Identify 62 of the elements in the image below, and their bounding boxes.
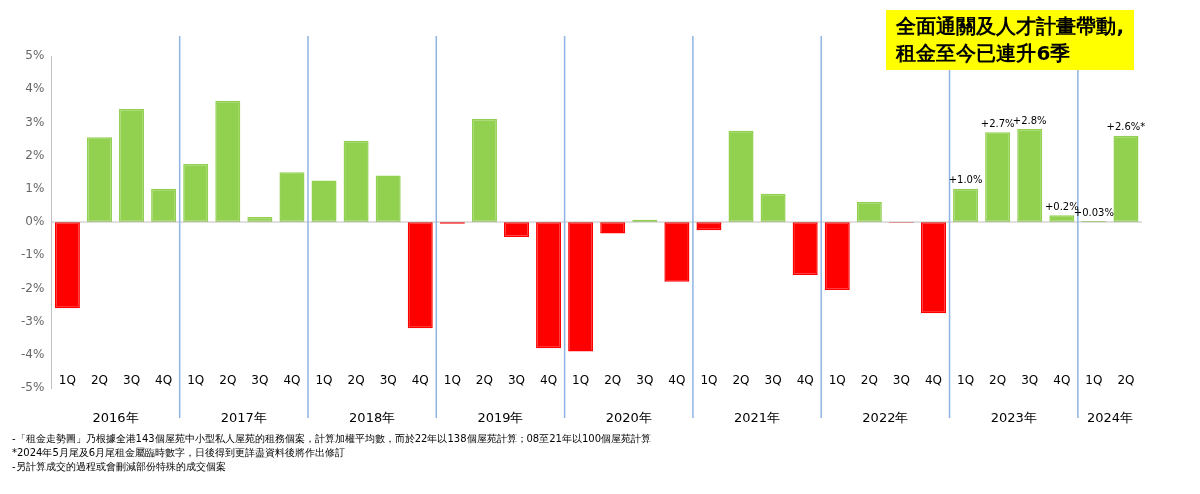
- chart-subtitle: 租金至今已連升6季: [896, 40, 1072, 67]
- x-tick-label: 4Q: [540, 373, 558, 388]
- text: -「租金走勢圖」乃根據全港143個屋苑中小型私人屋苑的租務個案，計算加權平均數，而於22年以138個屋苑計算；08至21年以100個屋苑計算: [12, 432, 653, 446]
- y-tick-label: 0%: [25, 214, 45, 229]
- x-tick-label: 3Q: [379, 373, 397, 388]
- x-tick-label: 1Q: [443, 373, 461, 388]
- x-tick-label: 4Q: [155, 373, 173, 388]
- text: 2023年: [990, 409, 1037, 425]
- x-tick-label: 2Q: [1117, 373, 1135, 388]
- y-tick-label: -5%: [20, 380, 45, 395]
- y-tick-label: -2%: [20, 280, 45, 295]
- x-tick-label: 1Q: [572, 373, 590, 388]
- text: -另計算成交的過程或會刪減部份特殊的成交個案: [12, 460, 227, 474]
- x-tick-label: 2Q: [475, 373, 493, 388]
- text: 2016年: [92, 409, 139, 425]
- x-tick-label: 3Q: [507, 373, 526, 388]
- x-tick-label: 1Q: [315, 373, 333, 388]
- x-tick-label: 3Q: [636, 373, 654, 388]
- x-tick-label: 4Q: [924, 373, 943, 388]
- x-tick-label: 3Q: [764, 373, 782, 388]
- x-tick-label: 2Q: [860, 373, 878, 388]
- x-tick-label: 1Q: [828, 373, 846, 388]
- x-tick-label: 4Q: [796, 373, 814, 388]
- y-tick-label: 5%: [25, 48, 45, 63]
- x-tick-label: 4Q: [668, 373, 686, 388]
- x-tick-label: 2Q: [989, 373, 1007, 388]
- x-tick-label: 3Q: [123, 373, 141, 388]
- text: 2019年: [477, 409, 524, 425]
- x-tick-label: 3Q: [1021, 373, 1039, 388]
- x-tick-label: 2Q: [90, 373, 109, 388]
- y-tick-label: -1%: [20, 247, 45, 262]
- y-tick-label: -3%: [20, 313, 45, 328]
- x-tick-label: 2Q: [219, 373, 237, 388]
- x-tick-label: 4Q: [283, 373, 301, 388]
- x-tick-label: 1Q: [187, 373, 205, 388]
- x-tick-label: 1Q: [1085, 373, 1103, 388]
- y-tick-label: -4%: [20, 346, 45, 361]
- x-tick-label: 2Q: [732, 373, 750, 388]
- text: 2021年: [734, 409, 781, 425]
- x-tick-label: 4Q: [411, 373, 429, 388]
- text: 2022年: [862, 409, 909, 425]
- y-tick-label: 3%: [25, 114, 45, 129]
- data-label: +1.0%: [948, 174, 983, 186]
- text: 2020年: [605, 409, 652, 425]
- x-tick-label: 1Q: [58, 373, 76, 388]
- text: 2024年: [1086, 409, 1133, 425]
- x-tick-label: 3Q: [251, 373, 269, 388]
- data-label: +2.7%: [980, 117, 1015, 129]
- y-tick-label: 2%: [25, 147, 45, 162]
- y-tick-label: 4%: [25, 81, 45, 96]
- chart-title: 全面通關及人才計畫帶動,: [896, 13, 1124, 40]
- x-tick-label: 1Q: [957, 373, 975, 388]
- text: 2017年: [220, 409, 267, 425]
- y-tick-label: 1%: [25, 180, 45, 195]
- x-tick-label: 2Q: [347, 373, 365, 388]
- x-tick-label: 3Q: [892, 373, 910, 388]
- x-tick-label: 1Q: [700, 373, 718, 388]
- x-tick-label: 2Q: [604, 373, 622, 388]
- x-tick-label: 4Q: [1053, 373, 1071, 388]
- text: 2018年: [349, 409, 396, 425]
- text: *2024年5月尾及6月尾租金屬臨時數字，日後得到更詳盡資料後將作出修訂: [12, 446, 347, 460]
- data-label: +2.6%*: [1106, 121, 1146, 133]
